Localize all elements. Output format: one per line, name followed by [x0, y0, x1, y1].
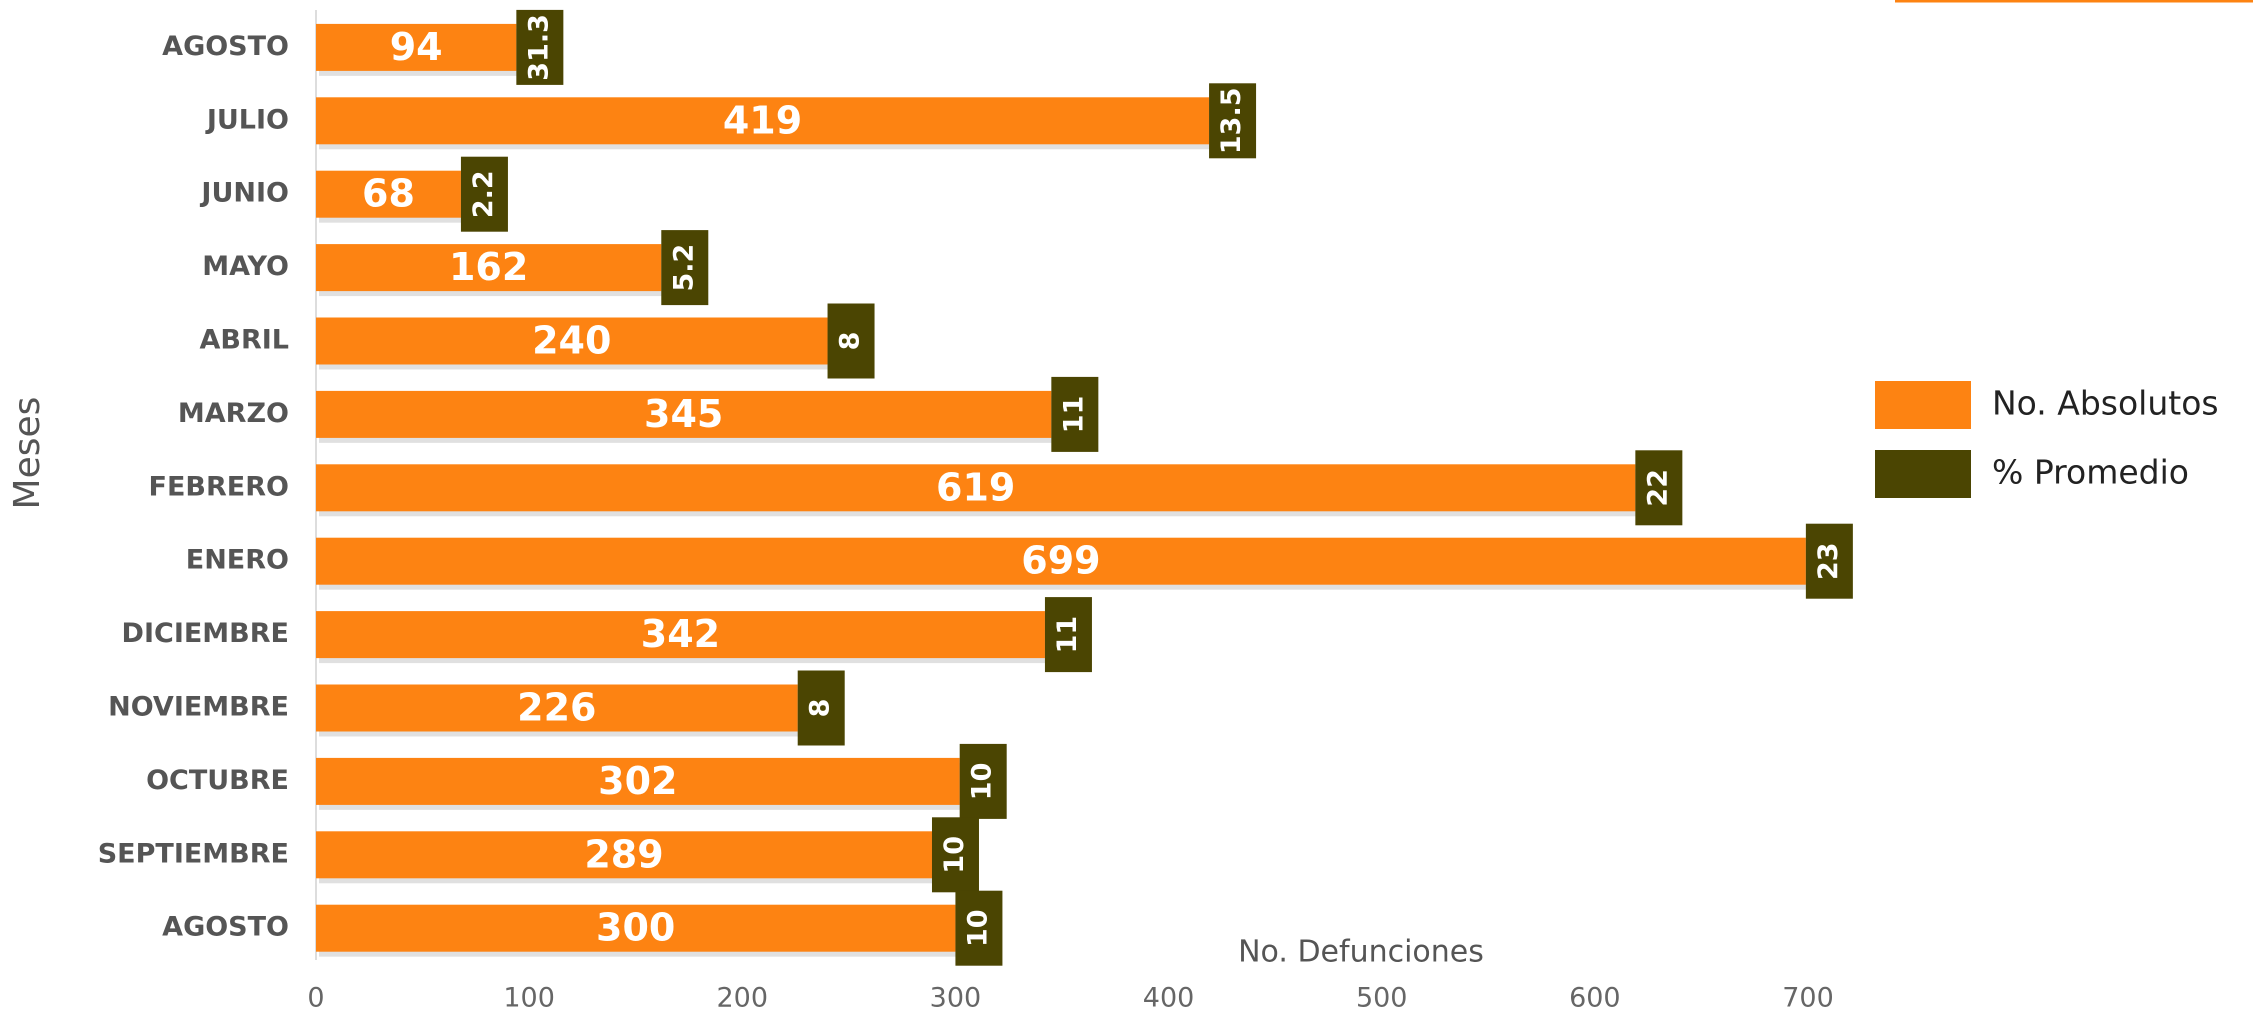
data-label: 226 — [517, 686, 596, 730]
percent-label: 8 — [835, 332, 866, 351]
bar — [316, 97, 1210, 145]
y-tick-label: NOVIEMBRE — [108, 692, 289, 723]
y-tick-label: OCTUBRE — [146, 765, 289, 796]
percent-box — [955, 890, 1003, 966]
percent-box — [460, 156, 508, 232]
x-tick-label: 400 — [1143, 983, 1195, 1013]
percent-label: 10 — [967, 763, 998, 801]
bar — [316, 831, 932, 879]
percent-label: 10 — [962, 909, 993, 947]
data-label: 342 — [641, 612, 720, 656]
data-label: 289 — [584, 832, 663, 876]
data-label: 699 — [1021, 539, 1100, 583]
bar — [316, 23, 517, 71]
percent-label: 22 — [1642, 469, 1673, 507]
x-tick-label: 300 — [930, 983, 982, 1013]
percent-box — [1044, 597, 1092, 673]
bar — [316, 390, 1052, 438]
bar — [316, 317, 828, 365]
data-label: 300 — [596, 906, 675, 950]
x-tick-label: 200 — [717, 983, 769, 1013]
percent-box — [827, 303, 875, 379]
y-tick-label: JUNIO — [199, 178, 289, 209]
data-label: 68 — [362, 172, 415, 216]
data-label: 240 — [532, 319, 611, 363]
percent-box — [661, 230, 709, 306]
bar — [316, 757, 960, 805]
percent-box — [1209, 83, 1257, 159]
y-tick-label: ABRIL — [199, 325, 289, 356]
legend-swatch — [1875, 450, 1971, 498]
data-label: 302 — [598, 759, 677, 803]
percent-box — [931, 817, 979, 893]
percent-box — [797, 670, 845, 746]
y-tick-label: ENERO — [186, 545, 289, 576]
percent-label: 23 — [1813, 542, 1844, 580]
bar — [316, 170, 461, 218]
percent-label: 11 — [1052, 616, 1083, 654]
percent-label: 2.2 — [468, 170, 499, 218]
y-tick-label: JULIO — [205, 104, 289, 135]
y-tick-label: AGOSTO — [162, 912, 289, 943]
percent-box — [516, 9, 564, 85]
percent-label: 13.5 — [1216, 87, 1247, 154]
data-label: 162 — [449, 245, 528, 289]
y-tick-label: SEPTIEMBRE — [98, 838, 289, 869]
bar — [316, 537, 1806, 585]
percent-label: 11 — [1058, 396, 1089, 434]
y-axis-label: Meses — [7, 397, 48, 510]
data-label: 419 — [723, 98, 802, 142]
data-label: 619 — [936, 465, 1015, 509]
x-tick-label: 700 — [1782, 983, 1834, 1013]
y-tick-label: DICIEMBRE — [122, 618, 289, 649]
legend-label: % Promedio — [1992, 453, 2189, 492]
x-tick-label: 600 — [1569, 983, 1621, 1013]
percent-box — [1635, 450, 1683, 526]
bar — [316, 611, 1045, 659]
bar — [316, 684, 798, 732]
percent-label: 31.3 — [523, 14, 554, 81]
bar — [316, 464, 1636, 512]
x-tick-label: 500 — [1356, 983, 1408, 1013]
data-label: 94 — [390, 25, 443, 69]
bar — [316, 244, 662, 292]
legend-label: No. Absolutos — [1992, 384, 2219, 423]
data-label: 345 — [644, 392, 723, 436]
x-axis-label: No. Defunciones — [1238, 935, 1484, 970]
y-tick-label: FEBRERO — [149, 471, 289, 502]
percent-label: 8 — [805, 699, 836, 718]
x-tick-label: 100 — [503, 983, 555, 1013]
y-tick-label: MARZO — [178, 398, 289, 429]
legend-swatch — [1875, 381, 1971, 429]
bar — [316, 904, 956, 952]
percent-label: 10 — [939, 836, 970, 874]
percent-label: 5.2 — [668, 244, 699, 292]
percent-box — [1805, 523, 1853, 599]
y-tick-label: MAYO — [202, 251, 289, 282]
y-tick-label: AGOSTO — [162, 31, 289, 62]
percent-box — [959, 743, 1007, 819]
percent-box — [1051, 376, 1099, 452]
x-tick-label: 0 — [307, 983, 324, 1013]
